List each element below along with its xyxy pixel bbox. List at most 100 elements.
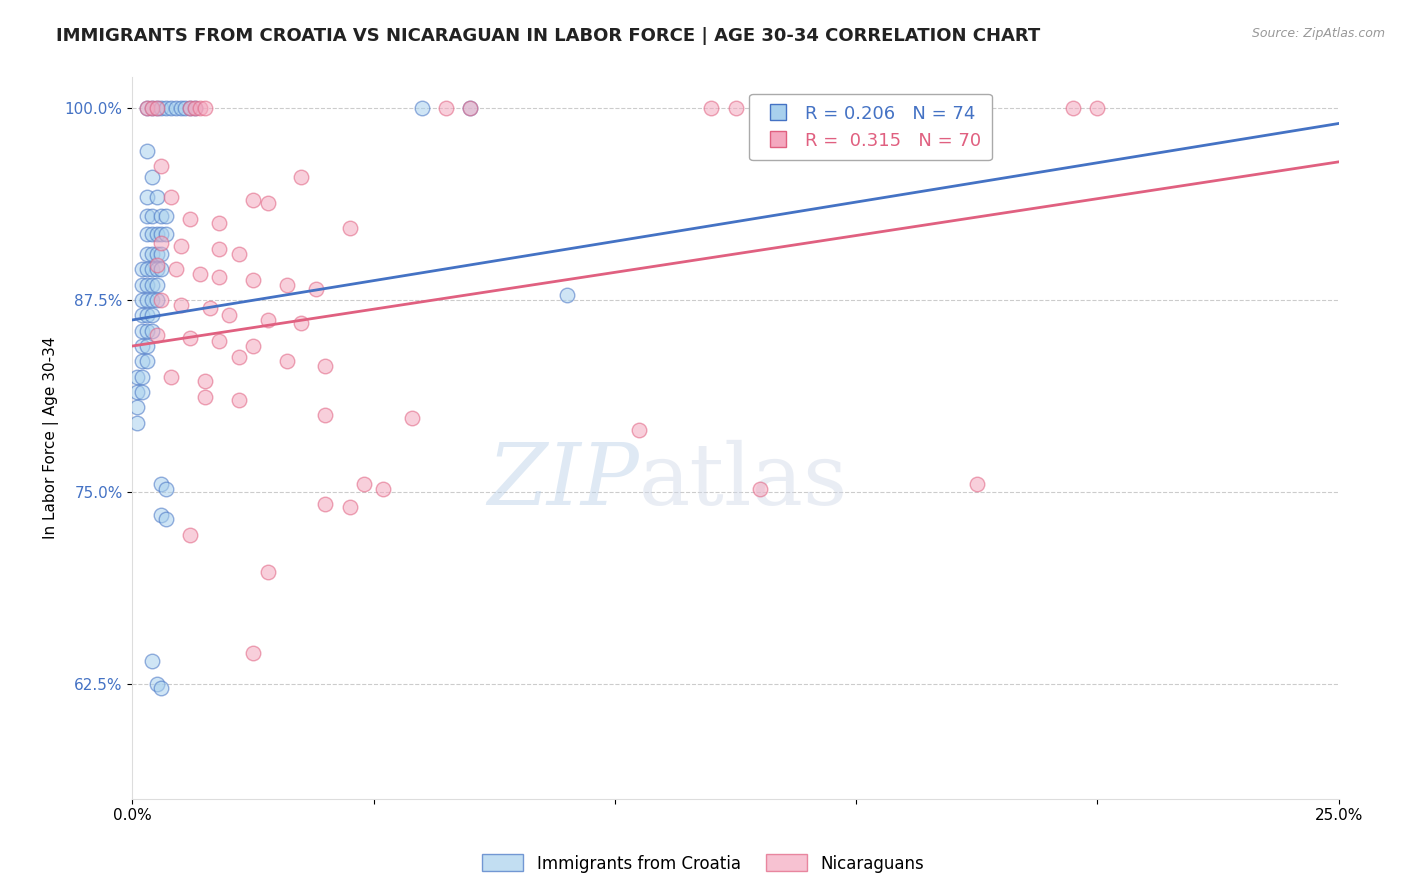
Point xyxy=(145,227,167,241)
Point xyxy=(184,101,207,115)
Point xyxy=(150,236,173,251)
Point xyxy=(194,101,217,115)
Point xyxy=(305,282,328,296)
Point xyxy=(184,101,207,115)
Point xyxy=(135,209,157,223)
Point xyxy=(150,160,173,174)
Point xyxy=(256,313,278,327)
Point xyxy=(290,170,312,185)
Point xyxy=(127,385,149,400)
Point xyxy=(135,277,157,292)
Point xyxy=(127,416,149,430)
Point xyxy=(353,477,375,491)
Point xyxy=(188,267,211,281)
Point xyxy=(127,369,149,384)
Point xyxy=(169,239,191,253)
Point xyxy=(228,392,250,407)
Point xyxy=(145,101,167,115)
Text: Source: ZipAtlas.com: Source: ZipAtlas.com xyxy=(1251,27,1385,40)
Point xyxy=(242,646,264,660)
Point xyxy=(150,477,173,491)
Point xyxy=(145,190,167,204)
Point xyxy=(131,385,153,400)
Point xyxy=(434,101,457,115)
Point xyxy=(242,273,264,287)
Point xyxy=(208,334,231,349)
Point xyxy=(145,676,167,690)
Point xyxy=(208,269,231,284)
Point xyxy=(135,227,157,241)
Point xyxy=(160,101,183,115)
Point xyxy=(155,482,177,496)
Point xyxy=(165,262,187,277)
Point xyxy=(179,101,201,115)
Point xyxy=(373,482,395,496)
Point xyxy=(179,211,201,226)
Point xyxy=(208,216,231,230)
Point xyxy=(150,293,173,307)
Point xyxy=(145,247,167,261)
Point xyxy=(131,262,153,277)
Point xyxy=(135,324,157,338)
Point xyxy=(188,101,211,115)
Point xyxy=(150,227,173,241)
Point xyxy=(145,258,167,272)
Text: IMMIGRANTS FROM CROATIA VS NICARAGUAN IN LABOR FORCE | AGE 30-34 CORRELATION CHA: IMMIGRANTS FROM CROATIA VS NICARAGUAN IN… xyxy=(56,27,1040,45)
Point xyxy=(458,101,481,115)
Point xyxy=(131,354,153,368)
Point xyxy=(145,262,167,277)
Point xyxy=(160,369,183,384)
Point xyxy=(141,293,163,307)
Point xyxy=(150,101,173,115)
Point xyxy=(411,101,433,115)
Point xyxy=(276,354,298,368)
Point xyxy=(135,354,157,368)
Point xyxy=(160,190,183,204)
Legend: R = 0.206   N = 74, R =  0.315   N = 70: R = 0.206 N = 74, R = 0.315 N = 70 xyxy=(749,94,991,161)
Point xyxy=(208,243,231,257)
Point xyxy=(228,350,250,364)
Point xyxy=(179,528,201,542)
Point xyxy=(290,316,312,330)
Point xyxy=(724,101,747,115)
Point xyxy=(628,424,651,438)
Point xyxy=(218,308,240,322)
Point xyxy=(141,308,163,322)
Point xyxy=(242,339,264,353)
Text: ZIP: ZIP xyxy=(486,440,640,523)
Point xyxy=(141,209,163,223)
Point xyxy=(127,401,149,415)
Point xyxy=(135,339,157,353)
Point xyxy=(194,374,217,388)
Point xyxy=(145,293,167,307)
Point xyxy=(194,390,217,404)
Point xyxy=(150,209,173,223)
Point xyxy=(141,227,163,241)
Point xyxy=(150,681,173,696)
Point xyxy=(401,411,423,425)
Point xyxy=(135,247,157,261)
Point xyxy=(141,101,163,115)
Point xyxy=(131,277,153,292)
Point xyxy=(1087,101,1109,115)
Point xyxy=(169,101,191,115)
Point xyxy=(141,654,163,668)
Point xyxy=(141,262,163,277)
Point xyxy=(339,500,361,515)
Point xyxy=(555,288,578,302)
Point xyxy=(179,101,201,115)
Point xyxy=(145,328,167,343)
Legend: Immigrants from Croatia, Nicaraguans: Immigrants from Croatia, Nicaraguans xyxy=(475,847,931,880)
Point xyxy=(458,101,481,115)
Point xyxy=(966,477,988,491)
Point xyxy=(135,101,157,115)
Point xyxy=(135,308,157,322)
Point xyxy=(1062,101,1084,115)
Point xyxy=(314,408,336,422)
Point xyxy=(141,247,163,261)
Point xyxy=(141,324,163,338)
Point xyxy=(135,190,157,204)
Point xyxy=(198,301,221,315)
Point xyxy=(155,209,177,223)
Point xyxy=(155,101,177,115)
